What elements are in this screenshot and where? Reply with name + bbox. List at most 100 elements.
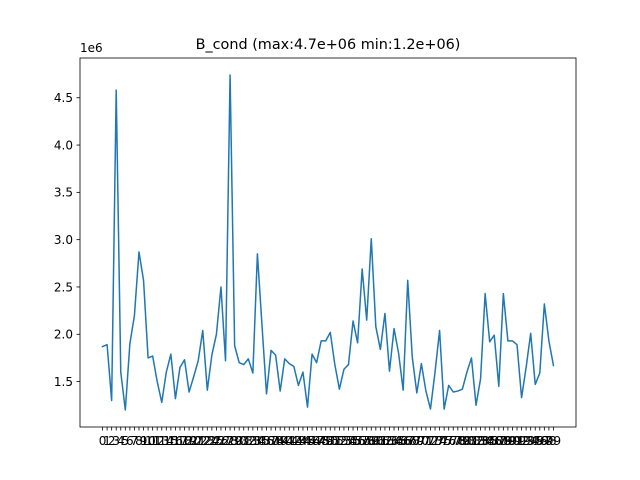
x-tick-label: 41 [282,434,297,448]
x-tick-label: 57 [355,434,370,448]
x-tick-label: 70 [414,434,429,448]
x-tick-label: 36 [259,434,274,448]
x-tick-label: 96 [532,434,547,448]
x-tick-label: 43 [291,434,306,448]
x-tick-label: 30 [232,434,247,448]
x-tick-label: 2 [108,434,116,448]
x-tick-label: 66 [396,434,411,448]
x-tick-label: 55 [345,434,360,448]
x-tick-label: 83 [473,434,488,448]
x-tick-label: 8 [135,434,143,448]
x-tick-label: 47 [309,434,324,448]
x-tick-label: 76 [441,434,456,448]
x-tick-label: 89 [500,434,515,448]
x-tick-label: 90 [505,434,520,448]
y-axis-ticks: 1.5 2.0 2.5 3.0 3.5 4.0 4.5 [54,91,80,389]
x-tick-label: 26 [213,434,228,448]
y-tick-label: 1.5 [54,375,73,389]
x-tick-label: 78 [450,434,465,448]
series-line [101,74,555,411]
x-tick-label: 1 [103,434,111,448]
x-tick-label: 11 [145,434,160,448]
y-tick-label: 2.0 [54,328,73,342]
x-tick-label: 20 [186,434,201,448]
x-tick-label: 62 [377,434,392,448]
x-tick-label: 95 [528,434,543,448]
x-tick-label: 58 [359,434,374,448]
x-tick-label: 75 [437,434,452,448]
x-tick-label: 94 [523,434,538,448]
x-tick-label: 51 [327,434,342,448]
chart-title: B_cond (max:4.7e+06 min:1.2e+06) [196,37,461,53]
x-tick-label: 16 [168,434,183,448]
x-tick-label: 39 [273,434,288,448]
x-tick-label: 24 [204,434,219,448]
x-tick-label: 59 [364,434,379,448]
x-tick-label: 91 [509,434,524,448]
x-tick-label: 84 [477,434,492,448]
x-tick-label: 53 [336,434,351,448]
x-tick-label: 19 [181,434,196,448]
x-tick-label: 31 [236,434,251,448]
x-tick-label: 10 [140,434,155,448]
x-tick-label: 44 [295,434,310,448]
x-tick-label: 99 [546,434,561,448]
y-tick-label: 4.5 [54,91,73,105]
y-tick-label: 3.5 [54,186,73,200]
x-tick-label: 69 [409,434,424,448]
x-tick-label: 85 [482,434,497,448]
x-tick-label: 14 [159,434,174,448]
x-tick-label: 71 [418,434,433,448]
x-tick-label: 23 [200,434,215,448]
x-tick-label: 82 [468,434,483,448]
x-tick-label: 63 [382,434,397,448]
x-tick-label: 72 [423,434,438,448]
x-tick-label: 54 [341,434,356,448]
plot-frame [79,57,577,428]
plot-series [101,74,555,411]
x-tick-label: 97 [537,434,552,448]
x-tick-label: 74 [432,434,447,448]
x-tick-label: 18 [177,434,192,448]
x-tick-label: 12 [150,434,165,448]
x-tick-label: 27 [218,434,233,448]
x-tick-label: 46 [304,434,319,448]
x-tick-label: 33 [245,434,260,448]
x-tick-label: 9 [140,434,148,448]
x-tick-label: 80 [459,434,474,448]
x-tick-label: 52 [332,434,347,448]
x-tick-label: 50 [323,434,338,448]
x-tick-label: 68 [405,434,420,448]
x-tick-label: 17 [172,434,187,448]
x-tick-label: 28 [222,434,237,448]
y-tick-label: 3.0 [54,233,73,247]
x-tick-label: 93 [518,434,533,448]
x-tick-label: 73 [427,434,442,448]
x-tick-label: 92 [514,434,529,448]
x-tick-label: 98 [541,434,556,448]
x-tick-label: 5 [121,434,129,448]
x-axis-ticks: 0123456789101112131415161718192021222324… [99,427,561,448]
x-tick-label: 22 [195,434,210,448]
x-tick-label: 37 [263,434,278,448]
x-tick-label: 38 [268,434,283,448]
x-tick-label: 65 [391,434,406,448]
x-tick-label: 7 [131,434,139,448]
x-tick-label: 42 [286,434,301,448]
x-tick-label: 48 [314,434,329,448]
x-tick-label: 25 [209,434,224,448]
x-tick-label: 34 [250,434,265,448]
x-tick-label: 87 [491,434,506,448]
x-tick-label: 45 [300,434,315,448]
x-tick-label: 81 [464,434,479,448]
x-tick-label: 0 [99,434,107,448]
x-tick-label: 21 [191,434,206,448]
y-tick-label: 4.0 [54,138,73,152]
x-tick-label: 88 [496,434,511,448]
x-tick-label: 40 [277,434,292,448]
y-tick-label: 2.5 [54,280,73,294]
x-tick-label: 35 [254,434,269,448]
x-tick-label: 13 [154,434,169,448]
